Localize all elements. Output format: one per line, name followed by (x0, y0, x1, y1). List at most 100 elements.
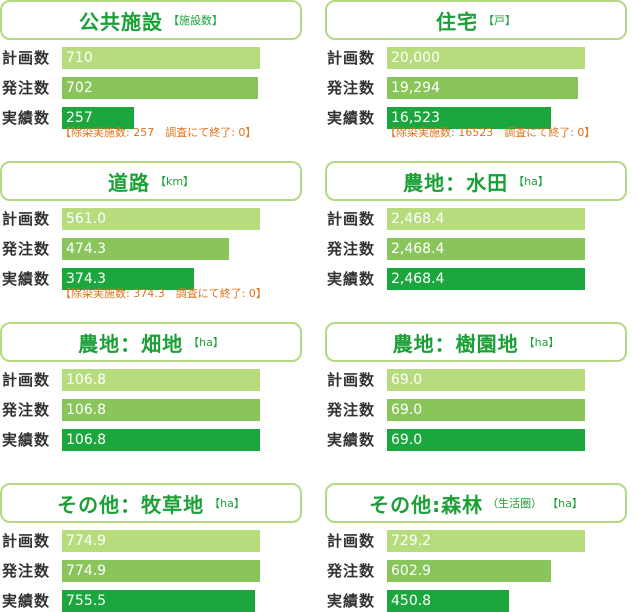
category-label: 発注数 (2, 401, 51, 419)
bar-value-label: 20,000 (391, 50, 440, 66)
bar-order (387, 238, 585, 260)
category-label: 実績数 (2, 431, 51, 449)
bar-row: 実績数 69.0 (325, 429, 627, 451)
category-label: 実績数 (327, 270, 376, 288)
category-label: 計画数 (2, 49, 51, 67)
bar-row: 発注数 774.9 (0, 560, 302, 582)
bar-row: 発注数 474.3 (0, 238, 302, 260)
bar-value-label: 69.0 (391, 402, 423, 418)
bar-value-label: 602.9 (391, 563, 432, 579)
category-label: 実績数 (327, 592, 376, 610)
category-label: 発注数 (2, 562, 51, 580)
bar-row: 計画数 561.0 (0, 208, 302, 230)
bar-row: 発注数 106.8 (0, 399, 302, 421)
bar-value-label: 474.3 (66, 241, 107, 257)
chart-unit: 【ha】 (523, 336, 560, 349)
category-label: 計画数 (327, 532, 376, 550)
chart-title-text: 公共施設 (79, 9, 163, 34)
chart-title: 農地：畑地 【ha】 (0, 322, 302, 362)
bar-order (62, 399, 260, 421)
bar-value-label: 69.0 (391, 372, 423, 388)
bar-order (387, 77, 578, 99)
bar-plan (387, 208, 585, 230)
bar-value-label: 16,523 (391, 110, 440, 126)
bar-row: 計画数 774.9 (0, 530, 302, 552)
chart-title-text: その他：牧草地 (57, 492, 205, 517)
chart-title-text: 農地：樹園地 (392, 331, 519, 356)
category-label: 発注数 (327, 401, 376, 419)
bar-actual (62, 107, 134, 129)
chart-title: その他：牧草地 【ha】 (0, 483, 302, 523)
bar-plan (62, 208, 260, 230)
bar-plan (62, 369, 260, 391)
bar-plan (62, 530, 260, 552)
bar-actual (387, 268, 585, 290)
category-label: 実績数 (2, 270, 51, 288)
bar-value-label: 561.0 (66, 211, 107, 227)
chart-unit: 【戸】 (483, 14, 516, 27)
category-label: 計画数 (327, 371, 376, 389)
bar-value-label: 106.8 (66, 432, 107, 448)
chart-title: 住宅 【戸】 (325, 0, 627, 40)
bar-row: 計画数 710 (0, 47, 302, 69)
category-label: 実績数 (2, 592, 51, 610)
chart-unit: 【ha】 (209, 497, 245, 510)
bar-row: 発注数 69.0 (325, 399, 627, 421)
bar-value-label: 374.3 (66, 271, 107, 287)
bar-row: 計画数 729.2 (325, 530, 627, 552)
chart-title-text: 農地：畑地 (78, 331, 184, 356)
bar-row: 実績数 257 (0, 107, 302, 129)
category-label: 計画数 (2, 371, 51, 389)
bar-value-label: 106.8 (66, 372, 107, 388)
bar-plan (62, 47, 260, 69)
chart-title-text: 道路 (107, 170, 150, 195)
bar-actual (62, 268, 194, 290)
chart-title: 農地：樹園地 【ha】 (325, 322, 627, 362)
bar-actual (62, 429, 260, 451)
bar-value-label: 774.9 (66, 563, 107, 579)
category-label: 発注数 (2, 240, 51, 258)
chart-title-note: （生活圏） (487, 497, 543, 510)
bar-row: 計画数 106.8 (0, 369, 302, 391)
bar-value-label: 69.0 (391, 432, 423, 448)
chart-unit: 【km】 (154, 175, 195, 188)
category-label: 計画数 (327, 210, 376, 228)
bar-row: 計画数 69.0 (325, 369, 627, 391)
bar-order (387, 399, 585, 421)
category-label: 発注数 (327, 562, 376, 580)
bar-row: 実績数 755.5 (0, 590, 302, 612)
chart-title-text: その他:森林 (369, 492, 484, 517)
bar-row: 実績数 374.3 (0, 268, 302, 290)
category-label: 計画数 (327, 49, 376, 67)
category-label: 計画数 (2, 210, 51, 228)
bar-row: 実績数 16,523 (325, 107, 627, 129)
bar-value-label: 755.5 (66, 593, 107, 609)
bar-row: 計画数 2,468.4 (325, 208, 627, 230)
bar-value-label: 450.8 (391, 593, 432, 609)
chart-title: その他:森林 （生活圏） 【ha】 (325, 483, 627, 523)
bar-row: 発注数 2,468.4 (325, 238, 627, 260)
bar-row: 発注数 702 (0, 77, 302, 99)
bar-value-label: 2,468.4 (391, 211, 445, 227)
chart-unit: 【ha】 (188, 336, 224, 349)
category-label: 発注数 (327, 240, 376, 258)
chart-title: 農地：水田 【ha】 (325, 161, 627, 201)
bar-value-label: 2,468.4 (391, 241, 445, 257)
bar-plan (387, 530, 585, 552)
bar-value-label: 106.8 (66, 402, 107, 418)
bar-order (387, 560, 551, 582)
chart-footnote: 【除染実施数: 16523 調査にて終了: 0】 (385, 126, 596, 139)
chart-title: 道路 【km】 (0, 161, 302, 201)
bar-row: 発注数 19,294 (325, 77, 627, 99)
category-label: 発注数 (2, 79, 51, 97)
category-label: 実績数 (327, 109, 376, 127)
bar-value-label: 2,468.4 (391, 271, 445, 287)
bar-row: 実績数 106.8 (0, 429, 302, 451)
bar-value-label: 729.2 (391, 533, 432, 549)
chart-unit: 【ha】 (513, 175, 549, 188)
bar-value-label: 702 (66, 80, 93, 96)
category-label: 発注数 (327, 79, 376, 97)
bar-row: 発注数 602.9 (325, 560, 627, 582)
chart-footnote: 【除染実施数: 257 調査にて終了: 0】 (60, 126, 257, 139)
chart-title: 公共施設 【施設数】 (0, 0, 302, 40)
